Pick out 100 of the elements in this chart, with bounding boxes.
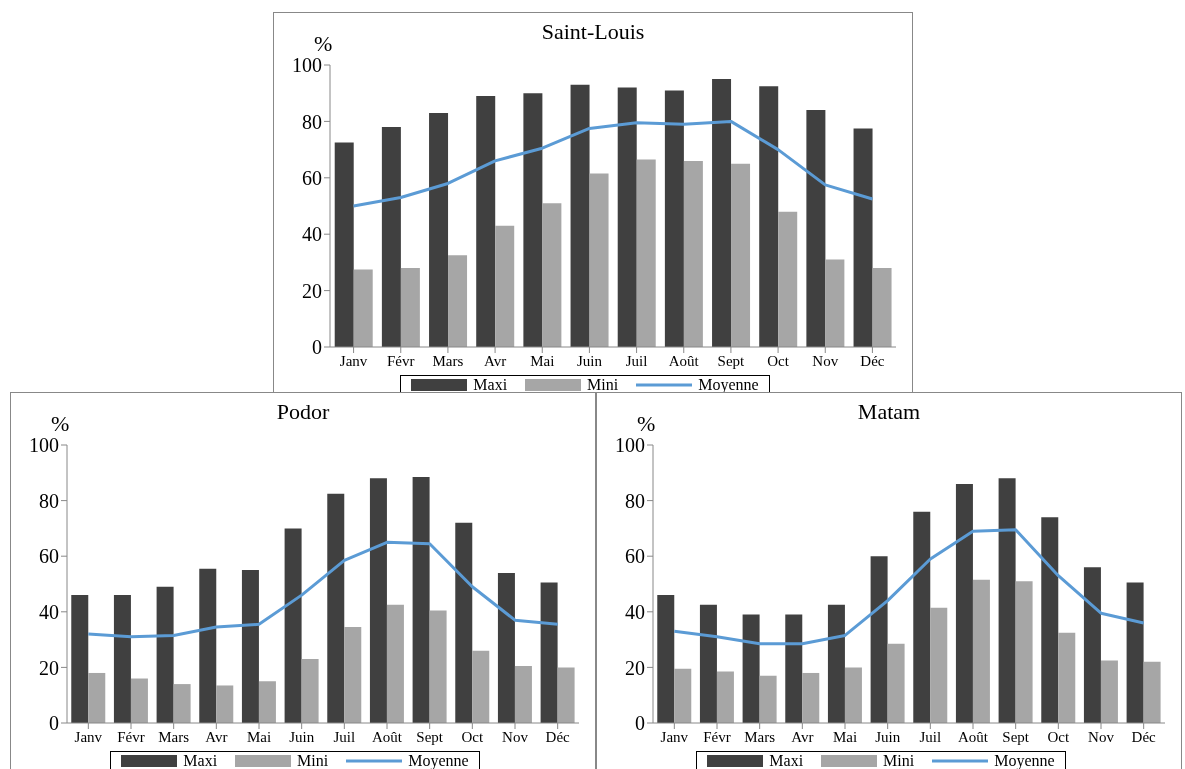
bar: [972, 579, 990, 723]
bar: [870, 556, 888, 723]
x-tick-label: Nov: [1088, 728, 1115, 745]
x-tick-label: Sept: [1002, 728, 1030, 745]
legend-label: Moyenne: [408, 752, 469, 769]
bar: [353, 269, 373, 347]
bar: [955, 483, 973, 723]
x-tick-label: Déc: [545, 728, 571, 745]
bar: [1100, 660, 1118, 723]
y-tick-label: 40: [625, 600, 645, 623]
x-tick-label: Févr: [387, 352, 415, 369]
bar: [699, 604, 717, 723]
bar: [998, 478, 1016, 723]
x-tick-label: Mars: [158, 728, 190, 745]
y-tick-label: 100: [615, 434, 645, 457]
bar: [844, 667, 862, 723]
x-tick-label: Déc: [860, 352, 885, 369]
legend-label: Maxi: [769, 752, 804, 769]
bar: [369, 478, 387, 723]
x-tick-label: Oct: [767, 352, 790, 369]
y-tick-label: 60: [302, 166, 322, 189]
chart-title: Matam: [857, 399, 921, 424]
bar: [542, 203, 562, 347]
y-axis-title: %: [314, 31, 333, 57]
bar: [472, 650, 490, 723]
bar: [386, 604, 404, 723]
bar: [617, 87, 637, 347]
x-tick-label: Déc: [1131, 728, 1157, 745]
line-series: [352, 119, 874, 208]
bar: [327, 493, 345, 723]
bar: [683, 160, 703, 347]
bar: [589, 173, 609, 347]
bar: [712, 79, 732, 347]
bar: [514, 666, 532, 723]
bar: [853, 128, 873, 347]
y-tick-label: 20: [39, 656, 59, 679]
legend-label: Mini: [883, 752, 915, 769]
bar: [113, 595, 131, 723]
x-tick-label: Juil: [625, 352, 648, 369]
bar: [429, 610, 447, 723]
bar: [674, 668, 692, 723]
bar: [400, 268, 420, 347]
x-tick-label: Avr: [483, 352, 507, 369]
bar: [130, 678, 148, 723]
y-tick-label: 0: [49, 712, 59, 735]
bar: [657, 595, 675, 723]
line-series: [86, 540, 560, 639]
x-tick-label: Avr: [791, 728, 814, 745]
bar: [802, 672, 820, 723]
x-tick-label: Sept: [717, 352, 746, 369]
legend-label: Moyenne: [698, 376, 759, 394]
bar: [156, 586, 174, 723]
bar: [334, 142, 354, 347]
bar: [216, 685, 234, 723]
x-tick-label: Sept: [416, 728, 444, 745]
bar: [344, 627, 362, 723]
legend-label: Moyenne: [994, 752, 1055, 769]
x-tick-label: Janv: [660, 728, 689, 745]
x-tick-label: Févr: [117, 728, 145, 745]
y-tick-label: 20: [625, 656, 645, 679]
y-tick-label: 20: [302, 279, 322, 302]
y-tick-label: 40: [302, 223, 322, 246]
bar: [913, 511, 931, 723]
y-tick-label: 0: [635, 712, 645, 735]
y-tick-label: 0: [312, 336, 322, 359]
bar: [381, 127, 401, 347]
x-tick-label: Janv: [339, 352, 368, 369]
x-tick-label: Mars: [432, 352, 464, 369]
bar: [872, 268, 892, 347]
bar: [241, 570, 259, 723]
bar: [448, 255, 468, 347]
x-tick-label: Mai: [530, 352, 555, 369]
bar: [476, 96, 496, 347]
y-tick-label: 40: [39, 600, 59, 623]
y-tick-label: 100: [29, 434, 59, 457]
bar: [570, 84, 590, 347]
bar: [825, 259, 845, 347]
bar: [664, 90, 684, 347]
x-tick-label: Août: [372, 728, 403, 745]
y-tick-label: 80: [625, 489, 645, 512]
chart-title: Saint-Louis: [541, 19, 645, 44]
bar: [497, 572, 515, 723]
x-tick-label: Nov: [812, 352, 839, 369]
y-tick-label: 80: [302, 110, 322, 133]
bar: [540, 582, 558, 723]
bar: [636, 159, 656, 347]
bar: [412, 476, 430, 723]
bar: [1041, 517, 1059, 723]
legend-label: Maxi: [183, 752, 218, 769]
bar: [759, 86, 779, 347]
bar: [1015, 581, 1033, 723]
bar: [455, 522, 473, 723]
x-tick-label: Août: [668, 352, 700, 369]
bar: [199, 568, 217, 723]
bar: [71, 595, 89, 723]
y-tick-label: 80: [39, 489, 59, 512]
bar: [88, 672, 106, 723]
legend-label: Mini: [297, 752, 329, 769]
bar: [778, 211, 798, 347]
x-tick-label: Juin: [875, 728, 901, 745]
